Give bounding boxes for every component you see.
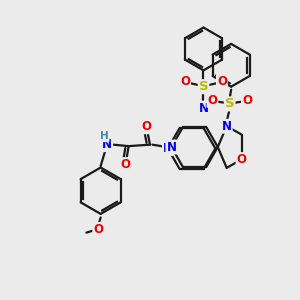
Text: N: N <box>163 142 173 155</box>
Text: O: O <box>217 75 227 88</box>
Text: O: O <box>180 75 190 88</box>
Text: S: S <box>225 98 235 110</box>
Text: N: N <box>222 120 232 133</box>
Text: N: N <box>167 140 176 154</box>
Text: N: N <box>199 102 208 115</box>
Text: S: S <box>199 80 208 93</box>
Text: H: H <box>100 131 109 141</box>
Text: N: N <box>102 138 112 151</box>
Text: O: O <box>121 158 130 171</box>
Text: O: O <box>141 120 152 133</box>
Text: O: O <box>207 94 218 107</box>
Text: O: O <box>236 153 247 166</box>
Text: O: O <box>93 223 103 236</box>
Text: O: O <box>242 94 252 107</box>
